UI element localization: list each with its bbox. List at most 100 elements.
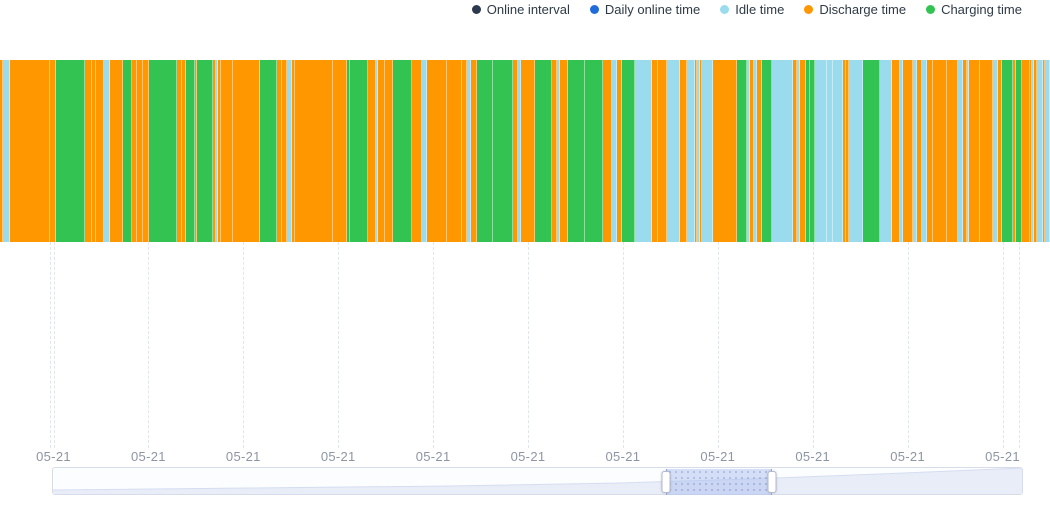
segment-discharge[interactable] <box>1034 60 1037 242</box>
segment-discharge[interactable] <box>221 60 233 242</box>
segment-discharge[interactable] <box>96 60 104 242</box>
segment-discharge[interactable] <box>282 60 287 242</box>
segment-idle[interactable] <box>467 60 471 242</box>
segment-idle[interactable] <box>104 60 110 242</box>
segment-charging[interactable] <box>810 60 815 242</box>
segment-discharge[interactable] <box>292 60 295 242</box>
segment-discharge[interactable] <box>947 60 958 242</box>
segment-idle[interactable] <box>993 60 998 242</box>
segment-discharge[interactable] <box>1022 60 1030 242</box>
segment-discharge[interactable] <box>846 60 849 242</box>
segment-discharge[interactable] <box>218 60 221 242</box>
segment-idle[interactable] <box>913 60 917 242</box>
segment-charging[interactable] <box>493 60 513 242</box>
segment-charging[interactable] <box>350 60 368 242</box>
segment-discharge[interactable] <box>378 60 385 242</box>
segment-discharge[interactable] <box>447 60 462 242</box>
segment-discharge[interactable] <box>462 60 467 242</box>
segment-discharge[interactable] <box>903 60 913 242</box>
segment-discharge[interactable] <box>927 60 933 242</box>
segment-discharge[interactable] <box>603 60 612 242</box>
segment-discharge[interactable] <box>652 60 658 242</box>
segment-idle[interactable] <box>667 60 680 242</box>
segment-discharge[interactable] <box>0 60 3 242</box>
segment-discharge[interactable] <box>843 60 846 242</box>
segment-discharge[interactable] <box>10 60 50 242</box>
segment-charging[interactable] <box>622 60 635 242</box>
segment-charging[interactable] <box>863 60 880 242</box>
segment-charging[interactable] <box>186 60 195 242</box>
segment-charging[interactable] <box>762 60 772 242</box>
segment-discharge[interactable] <box>521 60 535 242</box>
segment-charging[interactable] <box>477 60 493 242</box>
datazoom-right-handle[interactable] <box>767 471 777 493</box>
segment-discharge[interactable] <box>658 60 667 242</box>
segment-idle[interactable] <box>702 60 713 242</box>
segment-idle[interactable] <box>827 60 833 242</box>
segment-idle[interactable] <box>958 60 963 242</box>
segment-charging[interactable] <box>535 60 552 242</box>
segment-discharge[interactable] <box>143 60 149 242</box>
segment-idle[interactable] <box>922 60 927 242</box>
segment-charging[interactable] <box>1002 60 1013 242</box>
segment-idle[interactable] <box>557 60 560 242</box>
segment-discharge[interactable] <box>132 60 137 242</box>
segment-charging[interactable] <box>123 60 132 242</box>
segment-discharge[interactable] <box>233 60 260 242</box>
segment-idle[interactable] <box>3 60 10 242</box>
segment-discharge[interactable] <box>137 60 143 242</box>
segment-discharge[interactable] <box>110 60 123 242</box>
segment-discharge[interactable] <box>1013 60 1016 242</box>
segment-idle[interactable] <box>635 60 652 242</box>
timeline-strip-chart[interactable] <box>0 60 1050 242</box>
segment-discharge[interactable] <box>85 60 92 242</box>
segment-idle[interactable] <box>900 60 903 242</box>
segment-charging[interactable] <box>806 60 810 242</box>
segment-discharge[interactable] <box>92 60 96 242</box>
segment-idle[interactable] <box>815 60 827 242</box>
segment-idle[interactable] <box>216 60 218 242</box>
segment-discharge[interactable] <box>412 60 422 242</box>
segment-idle[interactable] <box>772 60 793 242</box>
segment-idle[interactable] <box>612 60 617 242</box>
segment-discharge[interactable] <box>277 60 282 242</box>
segment-discharge[interactable] <box>713 60 737 242</box>
segment-charging[interactable] <box>1016 60 1022 242</box>
datazoom-left-handle[interactable] <box>661 471 671 493</box>
segment-discharge[interactable] <box>963 60 967 242</box>
segment-charging[interactable] <box>737 60 747 242</box>
segment-idle[interactable] <box>376 60 378 242</box>
segment-discharge[interactable] <box>552 60 557 242</box>
segment-discharge[interactable] <box>933 60 947 242</box>
segment-charging[interactable] <box>585 60 603 242</box>
segment-discharge[interactable] <box>50 60 56 242</box>
segment-discharge[interactable] <box>560 60 568 242</box>
datazoom-window[interactable] <box>666 469 772 495</box>
segment-charging[interactable] <box>568 60 585 242</box>
segment-charging[interactable] <box>56 60 85 242</box>
segment-discharge[interactable] <box>750 60 754 242</box>
segment-idle[interactable] <box>697 60 700 242</box>
segment-discharge[interactable] <box>917 60 922 242</box>
segment-discharge[interactable] <box>427 60 447 242</box>
segment-idle[interactable] <box>849 60 863 242</box>
segment-idle[interactable] <box>422 60 427 242</box>
segment-discharge[interactable] <box>969 60 980 242</box>
legend-item-discharge-time[interactable]: Discharge time <box>804 2 906 17</box>
segment-discharge[interactable] <box>195 60 197 242</box>
segment-idle[interactable] <box>1037 60 1043 242</box>
segment-discharge[interactable] <box>295 60 333 242</box>
segment-discharge[interactable] <box>213 60 216 242</box>
segment-idle[interactable] <box>1045 60 1050 242</box>
segment-discharge[interactable] <box>513 60 518 242</box>
legend-item-online-interval[interactable]: Online interval <box>471 2 570 17</box>
segment-idle[interactable] <box>967 60 969 242</box>
segment-discharge[interactable] <box>471 60 477 242</box>
segment-idle[interactable] <box>518 60 521 242</box>
legend-item-charging-time[interactable]: Charging time <box>926 2 1022 17</box>
segment-discharge[interactable] <box>182 60 186 242</box>
datazoom-slider-track[interactable] <box>52 467 1023 495</box>
segment-discharge[interactable] <box>333 60 347 242</box>
segment-discharge[interactable] <box>177 60 182 242</box>
segment-discharge[interactable] <box>793 60 797 242</box>
